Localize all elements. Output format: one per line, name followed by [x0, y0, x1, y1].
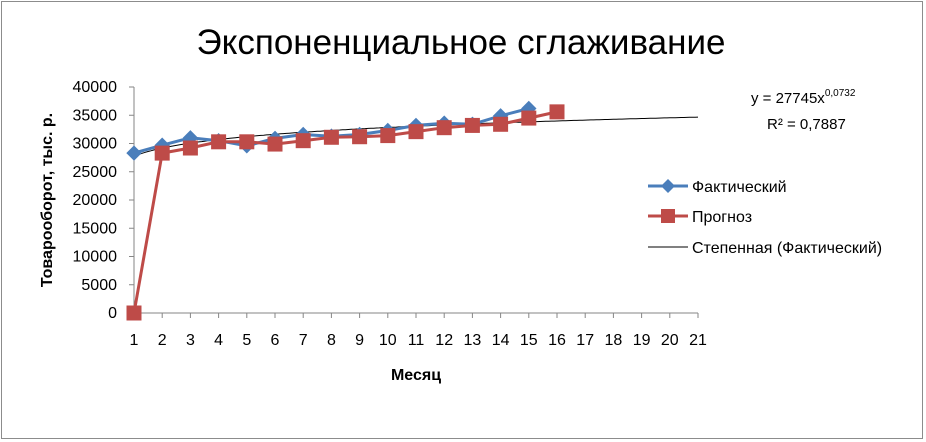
x-tick-label: 17 — [576, 332, 594, 349]
chart-title: Экспоненциальное сглаживание — [197, 23, 726, 62]
series-layer — [126, 100, 565, 321]
trend-equation: y = 27745x0,0732 R² = 0,7887 — [751, 88, 856, 133]
x-tick-label: 10 — [379, 332, 397, 349]
x-tick-label: 7 — [299, 332, 308, 349]
y-axis-title: Товарооборот, тыс. р. — [39, 113, 56, 287]
y-tick-label: 5000 — [81, 277, 117, 294]
y-tick-label: 30000 — [73, 136, 118, 153]
y-tick-label: 20000 — [73, 192, 118, 209]
series-1-point — [521, 110, 537, 126]
y-tick-label: 10000 — [73, 249, 118, 266]
series-1-point — [323, 129, 339, 145]
y-tick-label: 0 — [108, 305, 117, 322]
x-tick-label: 4 — [214, 332, 223, 349]
legend-label: Степенная (Фактический) — [692, 240, 882, 257]
x-tick-label: 13 — [464, 332, 482, 349]
x-tick-label: 3 — [186, 332, 195, 349]
x-tick-label: 9 — [355, 332, 364, 349]
x-tick-label: 14 — [492, 332, 510, 349]
series-1-point — [436, 120, 452, 136]
series-1-point — [154, 145, 170, 161]
trend-r2-text: R² = 0,7887 — [767, 116, 846, 133]
x-tick-label: 15 — [520, 332, 538, 349]
legend-swatch-marker — [661, 179, 675, 193]
trend-equation-main: y = 27745x — [751, 90, 825, 107]
series-1-point — [352, 129, 368, 145]
legend: Фактический Прогноз Степенная (Фактический… — [648, 179, 882, 257]
legend-label: Прогноз — [692, 209, 752, 226]
series-1-point — [380, 128, 396, 144]
series-1-point — [408, 124, 424, 140]
trend-equation-text: y = 27745x0,0732 — [751, 88, 856, 107]
x-tick-label: 2 — [158, 332, 167, 349]
series-1-point — [267, 136, 283, 152]
x-tick-label: 5 — [242, 332, 251, 349]
legend-swatch-marker — [661, 209, 675, 223]
x-tick-label: 18 — [605, 332, 623, 349]
x-tick-label: 19 — [633, 332, 651, 349]
series-1-point — [549, 104, 565, 120]
legend-item: Степенная (Фактический) — [648, 240, 882, 257]
x-tick-label: 12 — [435, 332, 453, 349]
y-tick-label: 35000 — [73, 107, 118, 124]
x-tick-label: 1 — [130, 332, 139, 349]
x-tick-label: 21 — [689, 332, 707, 349]
series-1-line — [132, 110, 558, 314]
axes: 0 5000 10000 15000 20000 25000 30000 35000 40000… — [73, 79, 708, 349]
x-tick-label: 20 — [661, 332, 679, 349]
legend-label: Фактический — [692, 179, 787, 196]
series-1-point — [493, 116, 509, 132]
x-tick-label: 16 — [548, 332, 566, 349]
legend-item: Прогноз — [648, 209, 752, 226]
series-0-point — [126, 145, 142, 161]
legend-item: Фактический — [648, 179, 787, 196]
series-1-point — [211, 134, 227, 150]
series-1-point — [182, 140, 198, 156]
series-1 — [126, 104, 565, 321]
x-axis-title: Месяц — [391, 367, 441, 384]
series-1-point — [126, 305, 142, 321]
x-tick-label: 8 — [327, 332, 336, 349]
series-1-point — [464, 117, 480, 133]
x-tick-label: 11 — [408, 332, 425, 349]
y-tick-label: 40000 — [73, 79, 118, 96]
y-tick-label: 15000 — [73, 220, 118, 237]
series-1-point — [295, 133, 311, 149]
x-tick-label: 6 — [271, 332, 280, 349]
trend-equation-exponent: 0,0732 — [825, 88, 856, 99]
series-1-point — [239, 134, 255, 150]
y-tick-label: 25000 — [73, 164, 118, 181]
